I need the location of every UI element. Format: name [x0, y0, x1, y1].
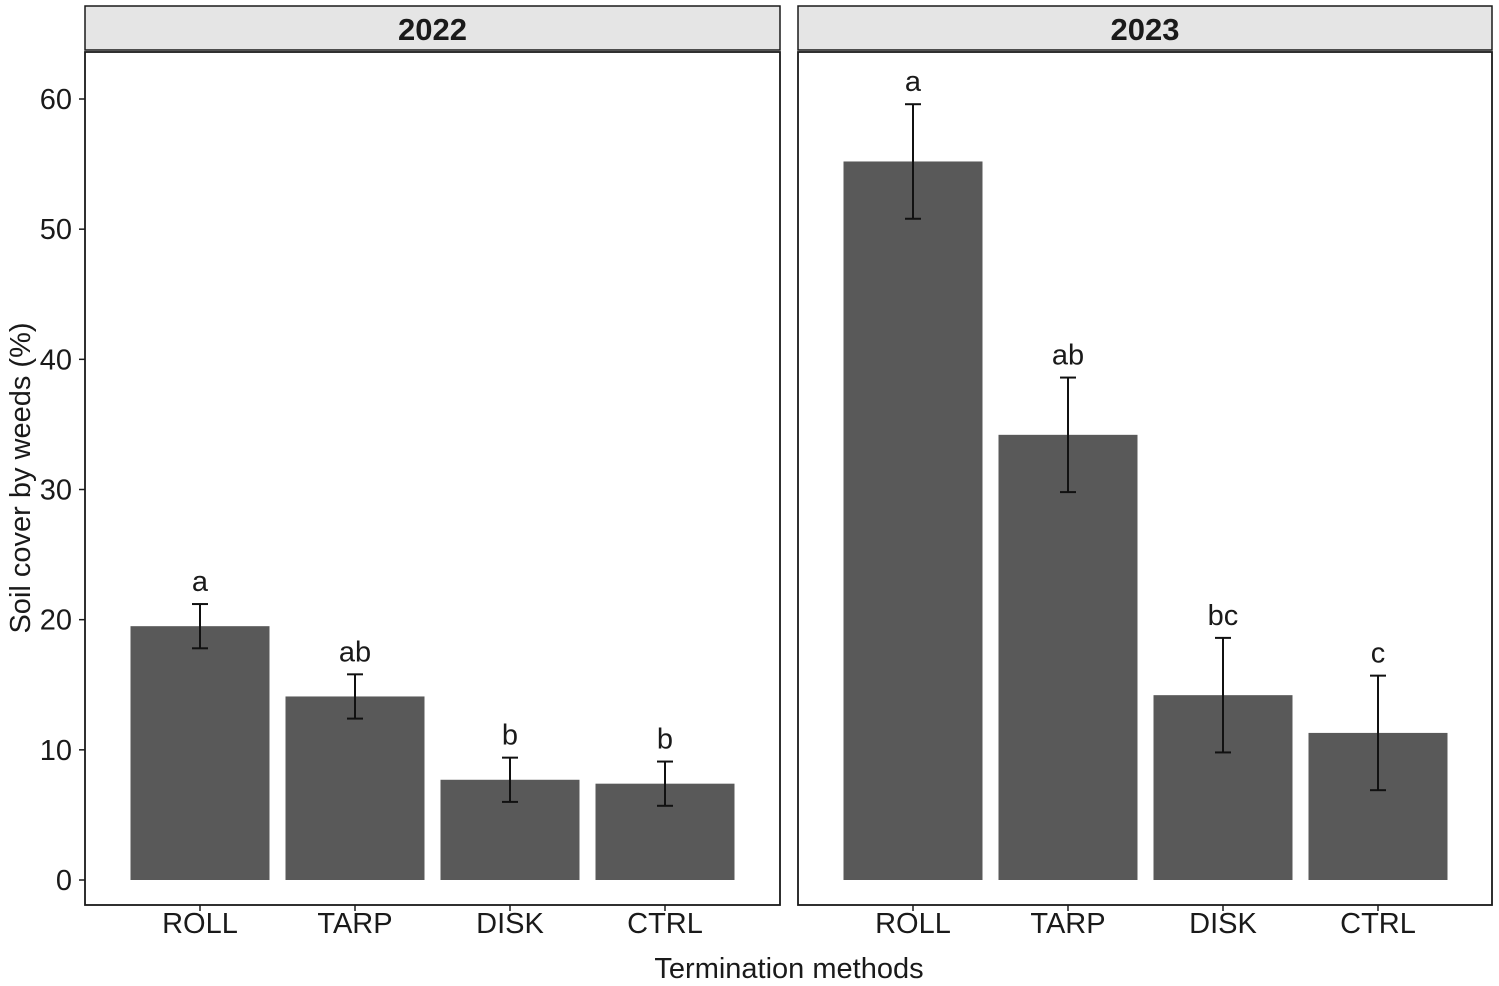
panel-title: 2023	[1111, 12, 1180, 47]
panel-border	[84, 51, 781, 906]
x-tick-label: DISK	[1189, 908, 1257, 940]
x-tick-label: CTRL	[1340, 908, 1416, 940]
x-tick-label: ROLL	[162, 908, 238, 940]
x-tick-label: CTRL	[627, 908, 703, 940]
x-tick-label: DISK	[476, 908, 544, 940]
bar-roll	[843, 161, 983, 881]
y-tick-label: 0	[56, 865, 72, 897]
bar-tarp	[998, 434, 1138, 880]
y-tick-label: 60	[40, 84, 72, 116]
y-axis-title: Soil cover by weeds (%)	[5, 322, 37, 633]
panel-strip	[84, 5, 781, 51]
y-tick-label: 40	[40, 344, 72, 376]
significance-label: bc	[1208, 600, 1239, 632]
significance-label: b	[657, 724, 673, 756]
y-tick-label: 30	[40, 475, 72, 507]
significance-label: ab	[339, 636, 371, 668]
significance-label: a	[192, 566, 209, 598]
x-tick-label: TARP	[1030, 908, 1105, 940]
significance-label: b	[502, 720, 518, 752]
panel-2022: 2022 a ROLL ab TARP b DISK b CTRL	[84, 5, 781, 940]
y-tick-label: 20	[40, 605, 72, 637]
bar-tarp	[285, 696, 425, 880]
bar-roll	[130, 626, 270, 880]
significance-label: ab	[1052, 340, 1084, 372]
y-tick-label: 10	[40, 735, 72, 767]
x-tick-label: ROLL	[875, 908, 951, 940]
y-tick-label: 50	[40, 214, 72, 246]
significance-label: a	[905, 66, 922, 98]
x-axis-title: Termination methods	[654, 953, 923, 985]
panel-2023: 2023 a ROLL ab TARP bc DISK c CTRL	[797, 5, 1493, 940]
panel-title: 2022	[398, 12, 467, 47]
x-tick-label: TARP	[317, 908, 392, 940]
panel-border	[797, 51, 1493, 906]
panel-strip	[797, 5, 1493, 51]
significance-label: c	[1371, 638, 1386, 670]
